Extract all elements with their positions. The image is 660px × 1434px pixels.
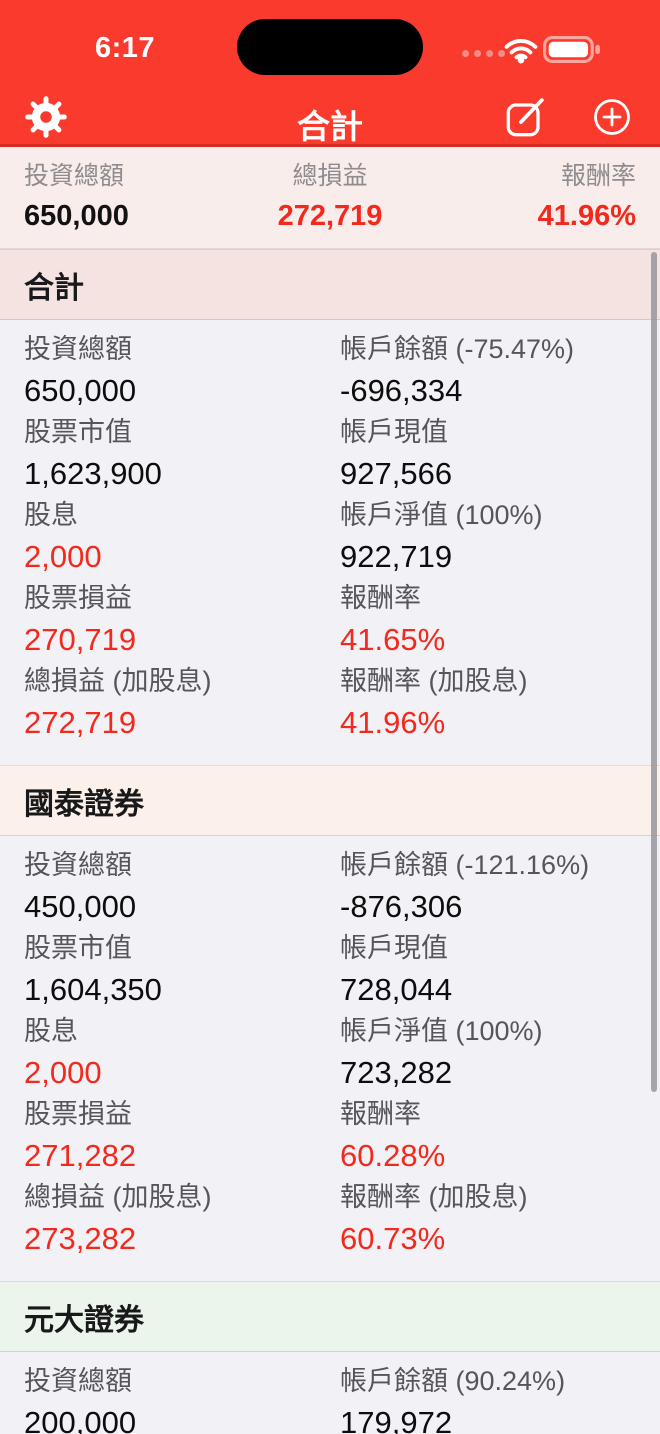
stat-value: 650,000 <box>24 370 340 411</box>
stat-row: 投資總額 450,000 帳戶餘額 (-121.16%) -876,306 <box>0 844 660 927</box>
accounts-list: 合計 投資總額 650,000 帳戶餘額 (-75.47%) -696,334 … <box>0 249 660 1434</box>
section-header-total[interactable]: 合計 <box>0 249 660 320</box>
stat-value: 271,282 <box>24 1135 340 1176</box>
section-cathay-rows: 投資總額 450,000 帳戶餘額 (-121.16%) -876,306 股票… <box>0 836 660 1281</box>
stat-label: 股息 <box>24 494 340 536</box>
stat-value: 273,282 <box>24 1218 340 1259</box>
stat-label: 股息 <box>24 1010 340 1052</box>
scrollbar[interactable] <box>651 252 657 1092</box>
stat-label: 帳戶現值 <box>340 927 660 969</box>
stat-value: 2,000 <box>24 1052 340 1093</box>
stat-value: 41.96% <box>340 702 660 743</box>
section-yuanta: 元大證券 投資總額 200,000 帳戶餘額 (90.24%) 179,972 <box>0 1281 660 1434</box>
stat-label: 投資總額 <box>24 328 340 370</box>
stat-row: 股票損益 271,282 報酬率 60.28% <box>0 1093 660 1176</box>
stat-value: 60.73% <box>340 1218 660 1259</box>
section-total: 合計 投資總額 650,000 帳戶餘額 (-75.47%) -696,334 … <box>0 249 660 765</box>
stat-value: 270,719 <box>24 619 340 660</box>
stat-value: 2,000 <box>24 536 340 577</box>
stat-label: 投資總額 <box>24 844 340 886</box>
stat-label: 股票市值 <box>24 927 340 969</box>
section-total-rows: 投資總額 650,000 帳戶餘額 (-75.47%) -696,334 股票市… <box>0 320 660 765</box>
stat-label: 股票市值 <box>24 411 340 453</box>
status-time: 6:17 <box>70 32 180 65</box>
stat-label: 帳戶淨值 (100%) <box>340 1010 660 1052</box>
stat-row: 股票市值 1,604,350 帳戶現值 728,044 <box>0 927 660 1010</box>
stat-value: 60.28% <box>340 1135 660 1176</box>
app-screen: 6:17 <box>0 0 660 1434</box>
dynamic-island <box>237 19 423 75</box>
stat-label: 帳戶餘額 (90.24%) <box>340 1360 660 1402</box>
stat-label: 總損益 (加股息) <box>24 1176 340 1218</box>
summary-investment-label: 投資總額 <box>24 161 228 191</box>
summary-return-rate: 報酬率 41.96% <box>432 161 636 248</box>
stat-label: 帳戶餘額 (-121.16%) <box>340 844 660 886</box>
nav-title: 合計 <box>180 100 480 148</box>
stat-value: 723,282 <box>340 1052 660 1093</box>
stat-value: -876,306 <box>340 886 660 927</box>
stat-value: 200,000 <box>24 1402 340 1434</box>
summary-return-rate-label: 報酬率 <box>561 161 636 191</box>
stat-label: 帳戶餘額 (-75.47%) <box>340 328 660 370</box>
stat-value: 179,972 <box>340 1402 660 1434</box>
stat-value: 450,000 <box>24 886 340 927</box>
summary-investment-value: 650,000 <box>24 199 228 233</box>
summary-total-pl-label: 總損益 <box>292 161 367 191</box>
stat-label: 投資總額 <box>24 1360 340 1402</box>
section-header-yuanta[interactable]: 元大證券 <box>0 1281 660 1352</box>
stat-value: -696,334 <box>340 370 660 411</box>
stat-label: 報酬率 (加股息) <box>340 1176 660 1218</box>
cellular-signal-icon <box>462 50 505 57</box>
battery-icon <box>543 36 601 68</box>
stat-row: 投資總額 200,000 帳戶餘額 (90.24%) 179,972 <box>0 1360 660 1434</box>
stat-value: 1,623,900 <box>24 453 340 494</box>
summary-total-pl-value: 272,719 <box>278 199 383 233</box>
stat-row: 股票損益 270,719 報酬率 41.65% <box>0 577 660 660</box>
summary-return-rate-value: 41.96% <box>538 199 636 233</box>
stat-label: 股票損益 <box>24 577 340 619</box>
portfolio-summary-bar: 投資總額 650,000 總損益 272,719 報酬率 41.96% <box>0 147 660 249</box>
stat-value: 728,044 <box>340 969 660 1010</box>
section-yuanta-rows: 投資總額 200,000 帳戶餘額 (90.24%) 179,972 <box>0 1352 660 1434</box>
wifi-icon <box>504 37 538 69</box>
stat-row: 股票市值 1,623,900 帳戶現值 927,566 <box>0 411 660 494</box>
summary-investment: 投資總額 650,000 <box>24 161 228 248</box>
stat-label: 帳戶淨值 (100%) <box>340 494 660 536</box>
edit-button[interactable] <box>505 92 549 140</box>
stat-label: 帳戶現值 <box>340 411 660 453</box>
stat-row: 股息 2,000 帳戶淨值 (100%) 723,282 <box>0 1010 660 1093</box>
app-header: 6:17 <box>0 0 660 147</box>
stat-label: 股票損益 <box>24 1093 340 1135</box>
stat-row: 總損益 (加股息) 272,719 報酬率 (加股息) 41.96% <box>0 660 660 743</box>
add-button[interactable] <box>592 97 632 137</box>
stat-value: 272,719 <box>24 702 340 743</box>
stat-value: 927,566 <box>340 453 660 494</box>
compose-icon <box>505 92 549 140</box>
section-cathay: 國泰證券 投資總額 450,000 帳戶餘額 (-121.16%) -876,3… <box>0 765 660 1281</box>
stat-label: 報酬率 <box>340 577 660 619</box>
stat-row: 投資總額 650,000 帳戶餘額 (-75.47%) -696,334 <box>0 328 660 411</box>
settings-button[interactable] <box>23 94 69 140</box>
summary-total-pl: 總損益 272,719 <box>228 161 432 248</box>
plus-icon <box>592 97 632 137</box>
section-header-cathay[interactable]: 國泰證券 <box>0 765 660 836</box>
stat-value: 41.65% <box>340 619 660 660</box>
stat-label: 報酬率 (加股息) <box>340 660 660 702</box>
stat-label: 總損益 (加股息) <box>24 660 340 702</box>
gear-icon <box>23 94 69 140</box>
stat-row: 總損益 (加股息) 273,282 報酬率 (加股息) 60.73% <box>0 1176 660 1259</box>
stat-label: 報酬率 <box>340 1093 660 1135</box>
stat-value: 922,719 <box>340 536 660 577</box>
stat-value: 1,604,350 <box>24 969 340 1010</box>
stat-row: 股息 2,000 帳戶淨值 (100%) 922,719 <box>0 494 660 577</box>
